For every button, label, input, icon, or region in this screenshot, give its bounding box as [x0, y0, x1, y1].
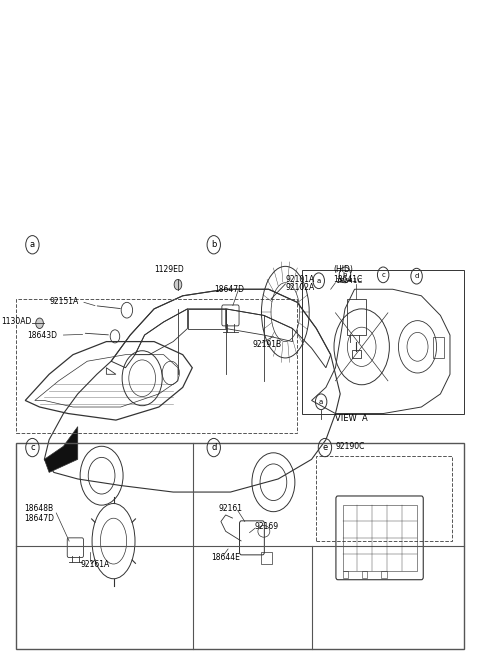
Text: d: d [414, 273, 419, 279]
Text: b: b [211, 240, 216, 249]
Text: 92190C: 92190C [336, 442, 365, 451]
Text: 92169: 92169 [254, 522, 278, 532]
Bar [362, 570, 367, 578]
Text: 18647D: 18647D [24, 514, 54, 523]
Text: VIEW  A: VIEW A [336, 414, 368, 422]
Text: a: a [319, 399, 323, 405]
Text: 92102A: 92102A [285, 283, 314, 292]
Text: 1129ED: 1129ED [154, 265, 184, 274]
Text: 92161A: 92161A [80, 560, 109, 568]
Text: 92191B: 92191B [253, 340, 282, 350]
Text: c: c [381, 272, 385, 278]
Bar [16, 299, 297, 433]
Text: b: b [343, 272, 347, 278]
Polygon shape [44, 426, 78, 472]
Text: (HID): (HID) [333, 265, 353, 274]
Circle shape [174, 279, 182, 290]
Text: c: c [30, 443, 35, 452]
Text: 92151A: 92151A [49, 296, 78, 306]
Text: 92101A: 92101A [285, 275, 314, 284]
Bar [261, 553, 273, 564]
Bar [381, 570, 386, 578]
Circle shape [36, 318, 43, 328]
Text: 18641C: 18641C [333, 275, 362, 284]
Text: a: a [30, 240, 35, 249]
Text: e: e [323, 443, 327, 452]
Bar [302, 269, 464, 413]
Text: 18641C: 18641C [336, 279, 362, 284]
Text: 18647D: 18647D [214, 284, 244, 294]
Bar [433, 337, 444, 358]
Text: 1130AD: 1130AD [1, 317, 32, 326]
Bar [352, 350, 361, 358]
Text: a: a [317, 278, 321, 284]
Text: 18648B: 18648B [24, 504, 53, 513]
Bar [343, 505, 417, 570]
Text: 18644E: 18644E [211, 553, 240, 562]
Bar [348, 299, 365, 335]
Bar [316, 456, 452, 541]
Text: 92161: 92161 [218, 504, 242, 513]
Text: 18643D: 18643D [28, 330, 58, 340]
Text: d: d [211, 443, 216, 452]
Bar [16, 443, 464, 649]
Bar [343, 570, 348, 578]
